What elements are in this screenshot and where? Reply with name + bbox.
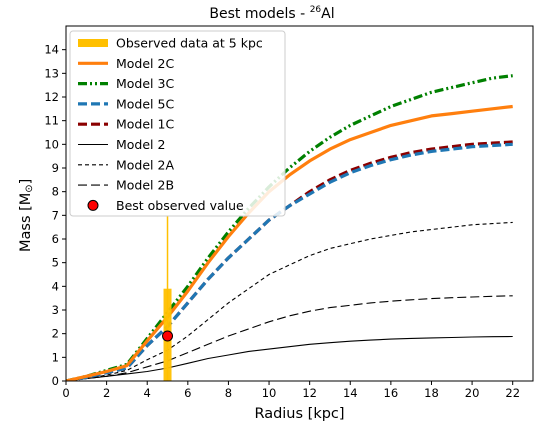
legend-label: Model 3C xyxy=(116,76,174,91)
x-tick-label: 8 xyxy=(225,386,232,400)
x-tick-label: 6 xyxy=(184,386,191,400)
legend-label: Model 2A xyxy=(116,157,174,172)
legend-handle-best-point xyxy=(87,199,99,211)
y-tick-label: 8 xyxy=(52,185,59,199)
y-tick-label: 0 xyxy=(52,374,59,388)
y-tick-label: 3 xyxy=(52,303,59,317)
legend-label: Model 5C xyxy=(116,96,174,111)
legend: Observed data at 5 kpc Model 2C Model 3C Mo… xyxy=(69,30,286,217)
series-line-model-5c xyxy=(66,142,513,381)
series-lines xyxy=(66,74,513,381)
y-tick-label: 1 xyxy=(52,350,59,364)
best-observed-point xyxy=(162,330,174,342)
y-tick-label: 6 xyxy=(52,232,59,246)
plot-area xyxy=(65,25,534,382)
legend-label: Best observed value xyxy=(116,198,244,213)
series-line-model-3c xyxy=(66,74,513,381)
plot-frame xyxy=(65,25,534,382)
y-tick-label: 10 xyxy=(44,137,59,151)
y-tick-label: 2 xyxy=(52,327,59,341)
y-tick-label: 4 xyxy=(52,279,59,293)
y-tick-label: 12 xyxy=(44,90,59,104)
legend-box xyxy=(69,30,286,217)
axis-labels: Radius [kpc] Mass [M⊙] xyxy=(18,179,345,422)
x-tick-label: 4 xyxy=(144,386,151,400)
title-element: Al xyxy=(321,6,334,22)
legend-label: Model 2B xyxy=(116,178,174,193)
title-superscript: 26 xyxy=(310,5,322,15)
x-tick-label: 12 xyxy=(302,386,317,400)
chart-title: Best models - 26Al xyxy=(209,5,334,22)
legend-label: Observed data at 5 kpc xyxy=(116,36,263,51)
y-tick-label: 5 xyxy=(52,256,59,270)
series-line-model-2b xyxy=(66,295,513,381)
x-tick-label: 18 xyxy=(424,386,439,400)
legend-label: Model 2C xyxy=(116,56,174,71)
series-line-model-2c xyxy=(66,104,513,381)
y-tick-label: 14 xyxy=(44,43,59,57)
y-tick-label: 7 xyxy=(52,208,59,222)
legend-label: Model 2 xyxy=(116,137,165,152)
x-tick-label: 10 xyxy=(262,386,277,400)
y-tick-label: 13 xyxy=(44,66,59,80)
title-text: Best models - 26Al xyxy=(209,5,334,22)
x-axis-label: Radius [kpc] xyxy=(254,406,344,422)
x-tick-label: 16 xyxy=(384,386,399,400)
series-line-model-2a xyxy=(66,221,513,381)
x-tick-label: 0 xyxy=(62,386,69,400)
y-axis-label-symbol: ⊙ xyxy=(24,184,35,192)
x-tick-label: 22 xyxy=(505,386,520,400)
y-axis-label: Mass [M⊙] xyxy=(18,179,35,252)
y-axis-label-close: ] xyxy=(18,179,34,185)
series-line-model-2 xyxy=(66,335,513,381)
x-tick-label: 20 xyxy=(465,386,480,400)
y-tick-label: 9 xyxy=(52,161,59,175)
x-axis-ticks: 0 2 4 6 8 10 12 14 16 18 20 22 xyxy=(62,381,520,400)
legend-handle-observed xyxy=(78,39,108,47)
y-tick-label: 11 xyxy=(44,114,59,128)
x-tick-label: 14 xyxy=(343,386,358,400)
x-tick-label: 2 xyxy=(103,386,110,400)
legend-label: Model 1C xyxy=(116,117,174,132)
